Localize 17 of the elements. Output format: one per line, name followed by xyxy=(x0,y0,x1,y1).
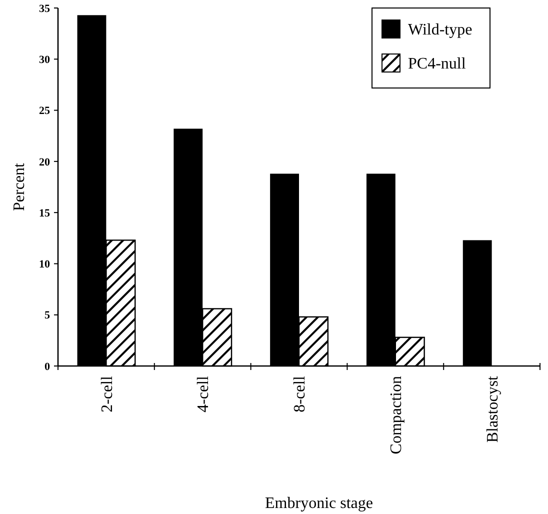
y-axis-title: Percent xyxy=(11,162,28,211)
x-tick-label: Blastocyst xyxy=(484,375,502,443)
y-tick-label: 30 xyxy=(39,54,50,66)
y-tick-label: 25 xyxy=(39,105,50,118)
y-tick-label: 10 xyxy=(39,258,50,271)
x-axis-title: Embryonic stage xyxy=(265,495,373,512)
legend-label: PC4-null xyxy=(408,56,466,73)
y-tick-label: 0 xyxy=(44,360,50,373)
x-tick-label: Compaction xyxy=(388,376,405,454)
x-tick-label: 4-cell xyxy=(195,375,212,412)
legend-label: Wild-type xyxy=(408,22,472,39)
y-tick-label: 35 xyxy=(39,2,50,15)
y-tick-label: 5 xyxy=(44,310,50,322)
y-tick-label: 20 xyxy=(39,156,50,168)
y-tick-label: 15 xyxy=(39,207,50,220)
x-tick-label: 2-cell xyxy=(98,375,116,412)
x-tick-label: 8-cell xyxy=(292,375,309,412)
